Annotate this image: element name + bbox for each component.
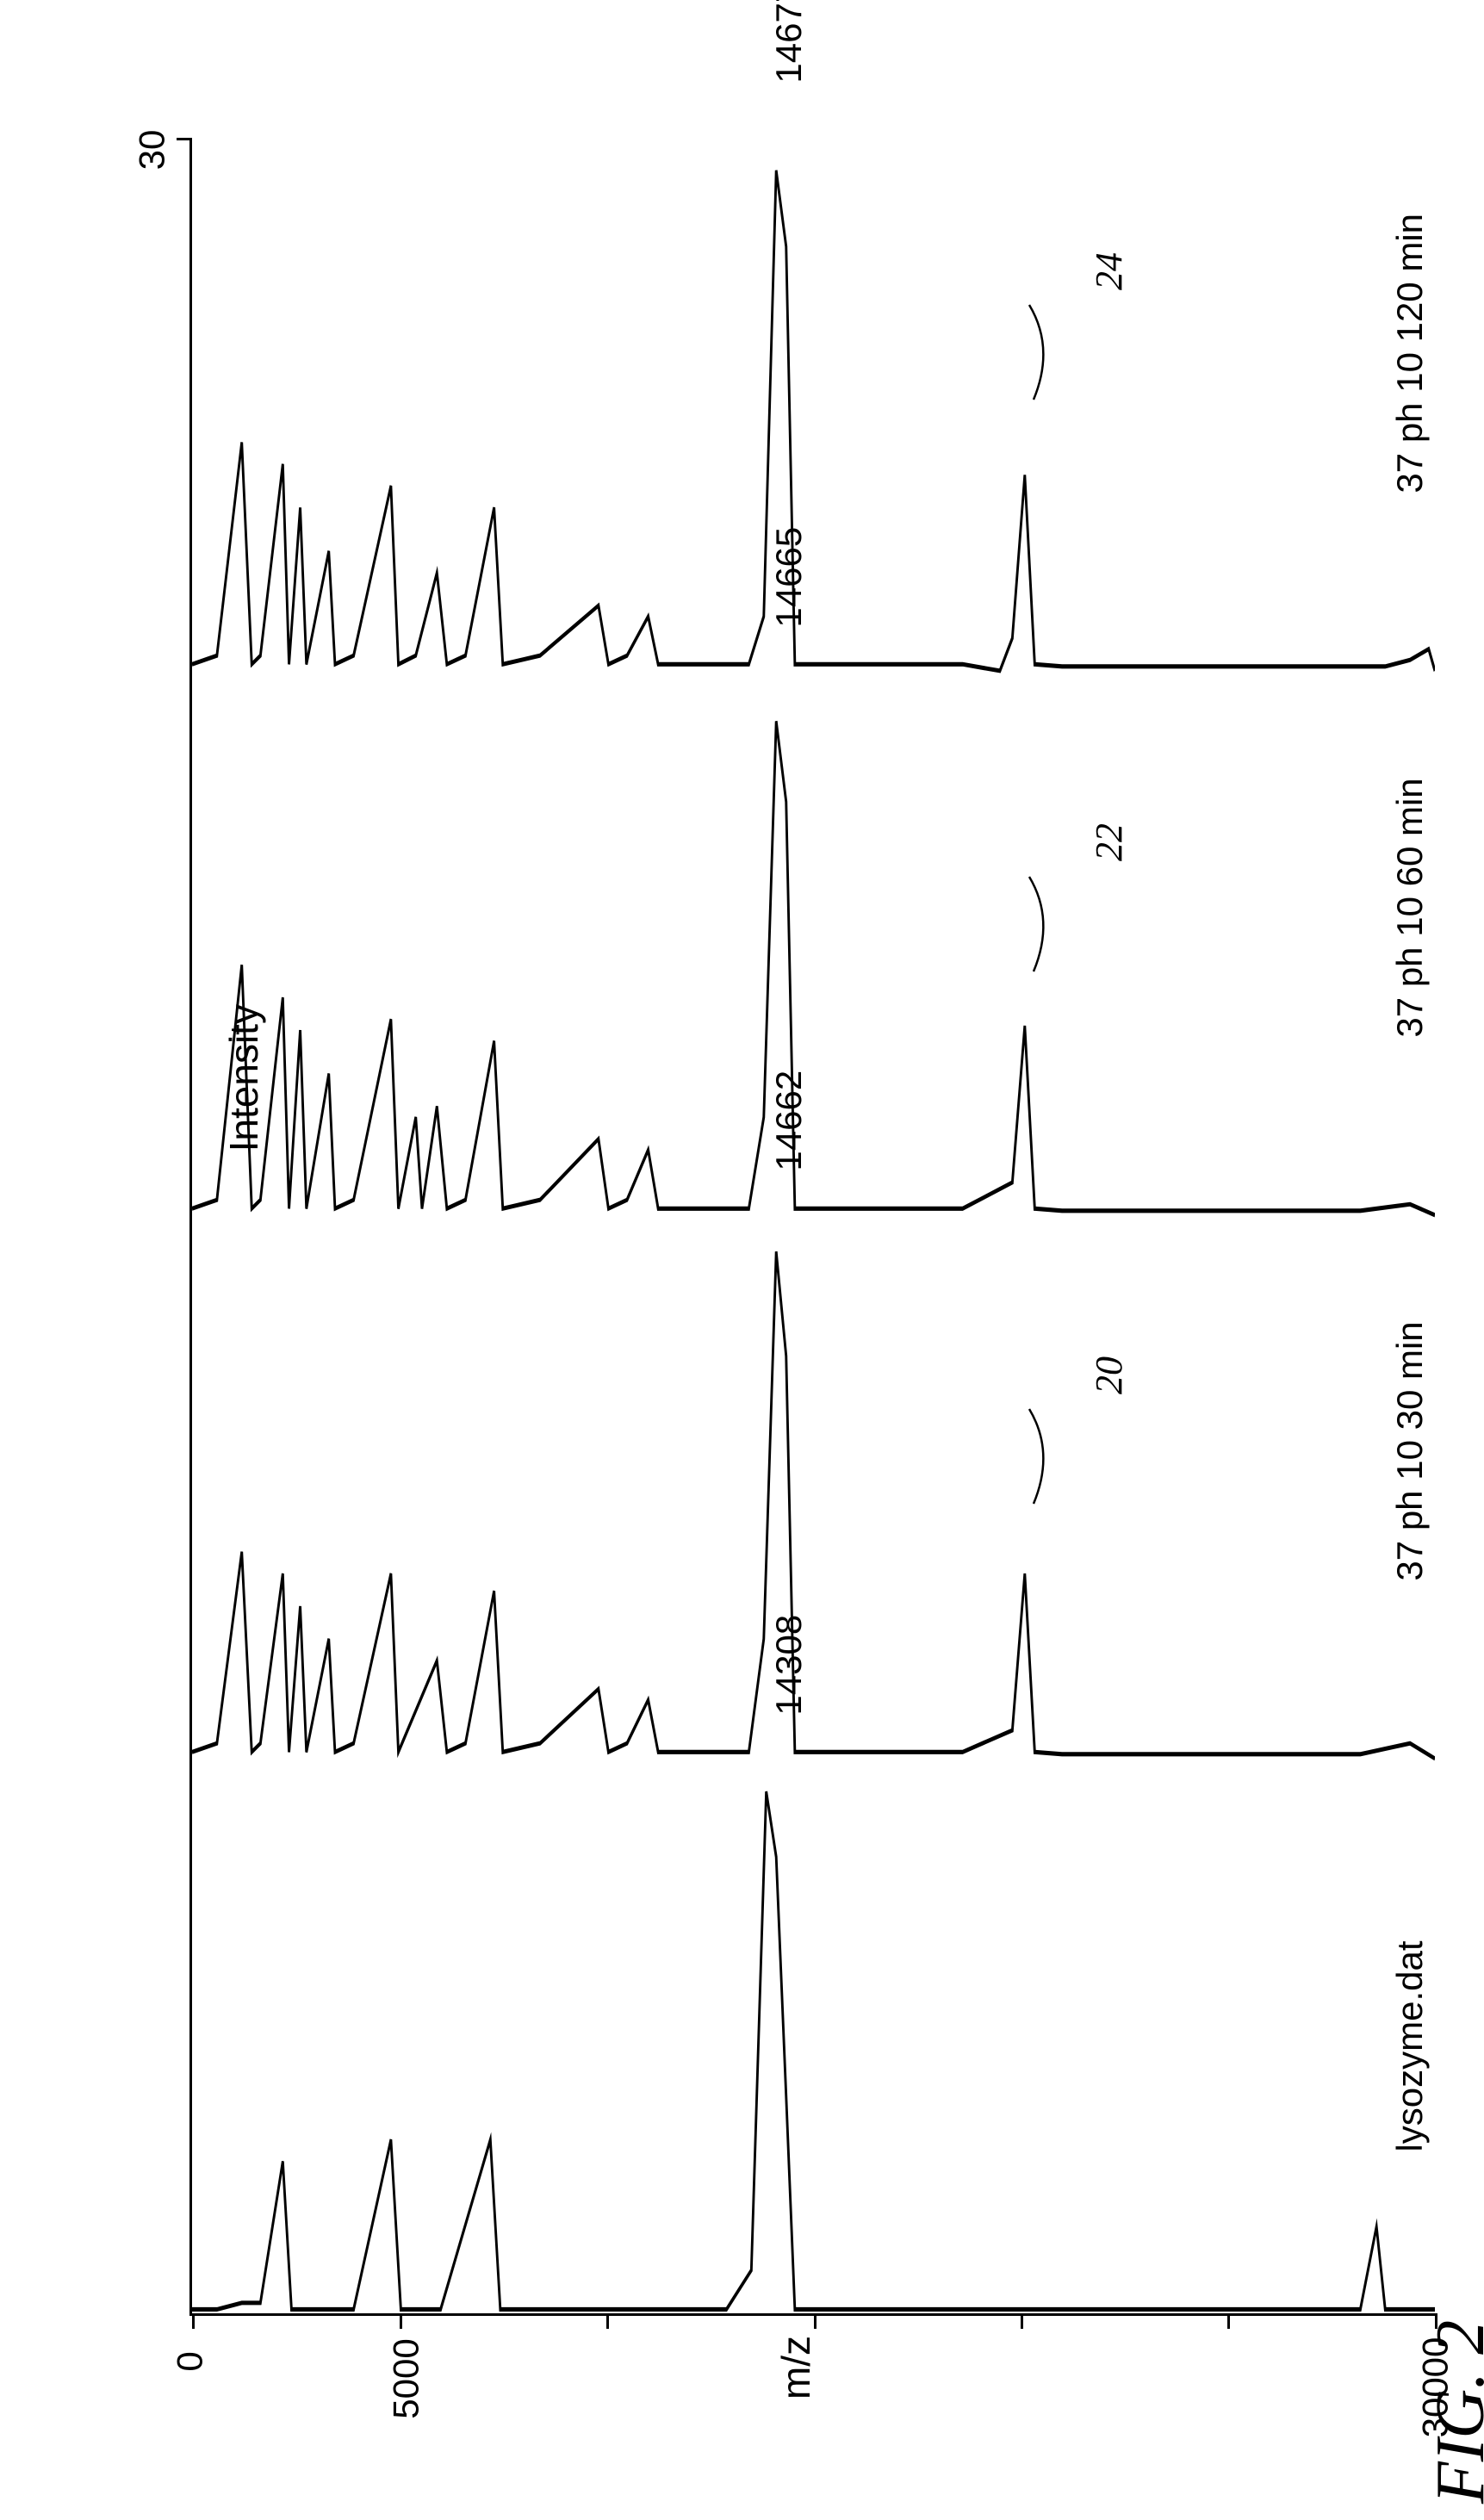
spectrum-panel-2: 14662 37 ph 10 30 min 20: [192, 1226, 1435, 1770]
panel-label: 37 ph 10 60 min: [1389, 986, 1431, 1037]
spectrum-trace: [192, 138, 1435, 682]
figure-caption: FIG. 2: [1422, 2320, 1484, 2504]
panel-label: lysozyme.dat: [1389, 2101, 1431, 2152]
handwritten-annotation: 24: [1087, 252, 1131, 290]
peak-label: 14677: [768, 0, 810, 84]
annotation-arc: [1025, 1405, 1068, 1508]
handwritten-annotation: 22: [1087, 823, 1131, 861]
annotation-arc: [1025, 301, 1068, 404]
y-tick: [177, 138, 192, 140]
x-tick: [400, 2313, 402, 2329]
peak-label: 14308: [768, 1614, 810, 1715]
annotation-arc: [1025, 872, 1068, 976]
peak-label: 14662: [768, 1071, 810, 1171]
x-tick: [192, 2313, 195, 2329]
spectrum-panel-1: 14665 37 ph 10 60 min 22: [192, 682, 1435, 1226]
plot-area: 30 Intensity 0 5000 30000 m/z 14677 37 p…: [189, 138, 1435, 2316]
x-tick: [1227, 2313, 1230, 2329]
x-tick: [606, 2313, 609, 2329]
handwritten-annotation: 20: [1087, 1356, 1131, 1394]
x-tick-label: 0: [169, 2351, 210, 2371]
panel-label: 37 ph 10 120 min: [1389, 443, 1431, 493]
x-tick: [814, 2313, 817, 2329]
figure-container: 30 Intensity 0 5000 30000 m/z 14677 37 p…: [34, 34, 1484, 2486]
spectrum-trace: [192, 1226, 1435, 1770]
peak-label: 14665: [768, 526, 810, 627]
spectrum-trace: [192, 1770, 1435, 2314]
x-axis-label: m/z: [773, 2336, 819, 2399]
panel-label: 37 ph 10 30 min: [1389, 1530, 1431, 1581]
spectrum-panel-3: 14308 lysozyme.dat: [192, 1770, 1435, 2314]
spectrum-trace: [192, 682, 1435, 1226]
y-tick-label: 30: [131, 130, 172, 171]
spectrum-panel-0: 14677 37 ph 10 120 min 24: [192, 138, 1435, 682]
x-tick-label: 5000: [386, 2338, 427, 2418]
x-tick: [1021, 2313, 1023, 2329]
